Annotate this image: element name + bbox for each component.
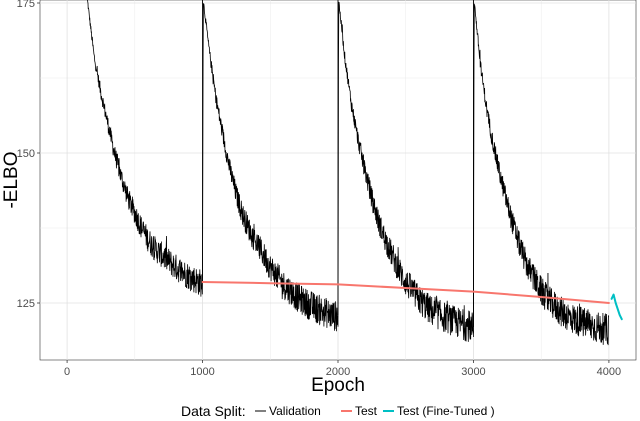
y-tick-label: 150	[17, 148, 35, 160]
y-axis-title: -ELBO	[1, 151, 22, 208]
legend-label-test: Test	[355, 404, 378, 418]
y-tick-label: 175	[17, 0, 35, 10]
legend-label-test-fine-tuned: Test (Fine-Tuned )	[397, 404, 495, 418]
x-tick-label: 1000	[190, 366, 214, 378]
legend: Data Split: Validation Test Test (Fine-T…	[181, 403, 495, 419]
series-line-test-fine-tuned	[610, 293, 623, 321]
x-axis-title: Epoch	[311, 375, 365, 396]
x-tick-label: 4000	[597, 366, 621, 378]
x-tick-label: 2000	[326, 366, 350, 378]
series-line-validation-segment-4	[473, 3, 610, 346]
legend-title: Data Split:	[181, 403, 246, 419]
series-line-validation-segment-1	[87, 0, 203, 297]
y-axis-ticks: 125 150 175	[17, 0, 40, 310]
series-line-validation-segment-3	[337, 1, 474, 342]
series-line-test	[201, 281, 610, 304]
y-tick-label: 125	[17, 298, 35, 310]
x-axis-ticks: 0 1000 2000 3000 4000	[64, 360, 621, 378]
x-tick-label: 3000	[461, 366, 485, 378]
series-layer	[87, 0, 623, 346]
series-line-validation-segment-2	[202, 3, 339, 332]
legend-label-validation: Validation	[269, 404, 321, 418]
x-tick-label: 0	[64, 366, 70, 378]
